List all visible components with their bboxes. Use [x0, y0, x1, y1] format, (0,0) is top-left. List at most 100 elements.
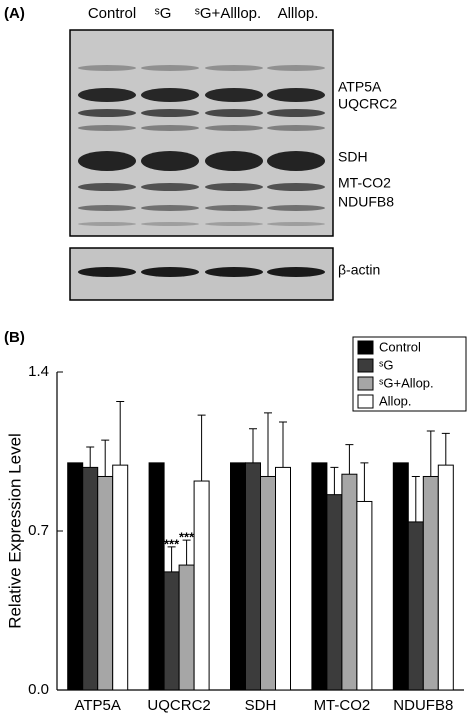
blot-band — [141, 88, 199, 102]
error-bar — [441, 432, 450, 466]
blot-band — [141, 205, 199, 211]
blot-band — [267, 267, 325, 277]
error-bar — [426, 430, 435, 477]
error-bar — [197, 414, 206, 482]
blot-band — [141, 267, 199, 277]
blot-band — [205, 109, 263, 117]
band-label: UQCRC2 — [338, 96, 397, 112]
bar — [178, 564, 195, 691]
blot-band — [205, 222, 263, 226]
legend-swatch — [357, 394, 374, 409]
y-tick-label: 0.0 — [28, 681, 49, 698]
blot-band — [205, 151, 263, 171]
bar — [67, 462, 84, 691]
blot-band — [267, 183, 325, 191]
legend-label: Allop. — [379, 393, 412, 408]
blot-band — [267, 205, 325, 211]
error-bar — [264, 412, 272, 477]
band-label: SDH — [338, 149, 368, 165]
y-axis-label: Relative Expression Level — [5, 433, 24, 629]
bar — [341, 473, 358, 691]
legend-swatch — [357, 376, 374, 391]
error-bar — [345, 444, 354, 475]
legend-label: ˢG+Allop. — [379, 375, 434, 390]
band-label: ATP5A — [338, 79, 382, 95]
error-bar — [279, 421, 287, 468]
band-label: β-actin — [338, 262, 380, 278]
bar — [392, 462, 409, 691]
blot-band — [267, 109, 325, 117]
bar — [97, 475, 114, 691]
blot-band — [267, 88, 325, 102]
band-label: MT-CO2 — [338, 175, 391, 191]
error-bar — [116, 401, 125, 466]
legend-label: ˢG — [379, 357, 394, 372]
blot-band — [267, 151, 325, 171]
x-tick-label: UQCRC2 — [147, 697, 210, 714]
bar — [326, 494, 343, 691]
bar — [163, 571, 180, 691]
x-tick-label: NDUFB8 — [393, 697, 453, 714]
blot-band — [141, 183, 199, 191]
x-tick-label: MT-CO2 — [314, 697, 371, 714]
blot-band — [267, 65, 325, 71]
bar — [422, 475, 439, 691]
error-bar — [167, 546, 176, 572]
bar — [260, 475, 276, 691]
legend-label: Control — [379, 339, 421, 354]
y-tick-label: 1.4 — [28, 363, 49, 380]
bar — [82, 466, 99, 691]
blot-band — [78, 65, 136, 71]
significance: *** — [179, 530, 195, 545]
lane-label: Control — [88, 5, 136, 22]
blot-bands — [78, 65, 325, 226]
error-bar — [360, 462, 369, 502]
blot-band — [141, 151, 199, 171]
x-tick-label: SDH — [245, 697, 277, 714]
bar — [230, 462, 246, 691]
blot-band — [205, 65, 263, 71]
x-tick-label: ATP5A — [74, 697, 120, 714]
bar — [437, 464, 454, 691]
bar — [407, 521, 424, 691]
blot-band — [78, 88, 136, 102]
error-bar — [101, 439, 110, 477]
bar — [356, 500, 373, 691]
lane-label: ˢG — [155, 5, 172, 22]
blot-band — [78, 125, 136, 131]
bar — [148, 462, 165, 691]
blot-band — [205, 88, 263, 102]
error-bar — [411, 475, 420, 522]
blot-band — [141, 65, 199, 71]
significance: *** — [164, 536, 180, 551]
blot-band — [78, 267, 136, 277]
blot-band — [205, 267, 263, 277]
blot-band — [267, 125, 325, 131]
lane-label: ˢG+Alllop. — [195, 5, 261, 22]
bar — [275, 466, 291, 691]
lane-label: Alllop. — [278, 5, 319, 22]
error-bar — [330, 466, 339, 495]
blot-band — [267, 222, 325, 226]
y-tick-label: 0.7 — [28, 522, 49, 539]
blot-band — [205, 205, 263, 211]
legend-swatch — [357, 340, 374, 355]
legend-swatch — [357, 358, 374, 373]
panel-label: (A) — [4, 5, 25, 22]
actin-bands — [78, 267, 325, 277]
blot-band — [78, 222, 136, 226]
blot-band — [141, 109, 199, 117]
bar — [311, 462, 328, 691]
bar — [112, 464, 129, 691]
blot-band — [78, 205, 136, 211]
error-bar — [182, 539, 191, 566]
bar — [245, 462, 261, 691]
blot-image — [69, 29, 334, 237]
blot-band — [78, 109, 136, 117]
blot-band — [141, 125, 199, 131]
panel-label: (B) — [4, 329, 25, 346]
blot-band — [205, 183, 263, 191]
bar — [193, 480, 210, 691]
blot-band — [141, 222, 199, 226]
